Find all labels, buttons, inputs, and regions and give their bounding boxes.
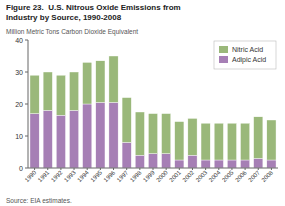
x-tick [271,168,272,170]
title: Figure 23. U.S. Nitrous Oxide Emissions … [6,3,181,12]
bar [241,160,250,168]
bar [96,102,105,168]
bar [267,160,276,168]
x-tick [179,168,180,170]
bar [56,75,65,115]
x-tick-label: 1999 [142,169,156,183]
bar [148,114,157,154]
bar [201,123,210,160]
x-tick [113,168,114,170]
x-tick-label: 2000 [155,169,169,183]
x-tick [126,168,127,170]
x-tick [153,168,154,170]
y-tick-label: 30 [15,69,23,76]
x-tick-label: 2001 [168,169,182,183]
bar [122,98,131,143]
bar [43,72,52,110]
legend-label: Nitric Acid [232,46,263,53]
x-tick [47,168,48,170]
bar [30,114,39,168]
legend-label: Adipic Acid [232,56,266,64]
bar [162,154,171,168]
x-tick [74,168,75,170]
x-tick-label: 1998 [129,169,143,183]
bar [83,104,92,168]
x-tick [100,168,101,170]
x-tick-label: 1996 [103,169,117,183]
x-tick [205,168,206,170]
bar [135,112,144,155]
bar [188,155,197,168]
bar [96,61,105,103]
legend-swatch [219,46,228,53]
bar [254,158,263,168]
x-tick-label: 1991 [37,169,51,183]
x-tick [87,168,88,170]
bar [162,114,171,154]
x-tick-label: 2007 [247,169,261,183]
bar [201,160,210,168]
x-tick-label: 2006 [234,169,248,183]
y-axis [28,40,29,168]
bar [227,123,236,160]
bar [135,155,144,168]
x-tick-label: 2002 [181,169,195,183]
bar [122,142,131,168]
bar [148,154,157,168]
y-tick-label: 10 [15,133,23,140]
chart: Figure 23. U.S. Nitrous Oxide Emissions … [0,0,285,206]
bar [227,160,236,168]
x-tick [60,168,61,170]
x-tick [218,168,219,170]
x-tick [139,168,140,170]
bar [69,72,78,110]
subtitle: Million Metric Tons Carbon Dioxide Equiv… [6,28,138,36]
bar [214,123,223,160]
x-tick-label: 1994 [76,169,90,183]
y-tick-label: 0 [19,165,23,172]
x-tick-label: 2004 [208,169,222,183]
bar [175,122,184,160]
x-tick-label: 1990 [24,169,38,183]
x-tick-label: 2005 [221,169,235,183]
bar [30,75,39,113]
x-tick-label: 2003 [195,169,209,183]
x-tick [34,168,35,170]
bars [30,56,276,168]
legend-swatch [219,56,228,63]
x-tick [231,168,232,170]
bar [254,117,263,159]
bar [69,110,78,168]
legend [214,41,276,69]
bar [188,118,197,155]
x-tick-label: 1992 [50,169,64,183]
x-tick [245,168,246,170]
x-tick-label: 1993 [63,169,77,183]
bar [109,56,118,102]
bar [109,102,118,168]
bar [43,110,52,168]
bar [214,160,223,168]
y-tick-label: 20 [15,101,23,108]
x-tick-label: 1995 [89,169,103,183]
x-tick [192,168,193,170]
y-tick-label: 40 [15,37,23,44]
bar [56,115,65,168]
x-tick [258,168,259,170]
x-tick-label: 2008 [260,169,274,183]
x-tick [166,168,167,170]
source-note: Source: EIA estimates. [6,197,72,204]
bar [175,160,184,168]
x-tick-label: 1997 [116,169,130,183]
bar [267,120,276,160]
title: Industry by Source, 1990-2008 [6,13,122,22]
bar [241,123,250,160]
bar [83,62,92,104]
